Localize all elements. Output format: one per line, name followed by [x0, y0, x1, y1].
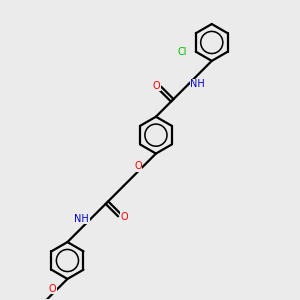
Text: Cl: Cl — [178, 47, 188, 57]
Text: O: O — [49, 284, 56, 294]
Text: O: O — [134, 161, 142, 171]
Text: NH: NH — [74, 214, 89, 224]
Text: O: O — [121, 212, 128, 222]
Text: NH: NH — [190, 79, 205, 89]
Text: O: O — [152, 80, 160, 91]
